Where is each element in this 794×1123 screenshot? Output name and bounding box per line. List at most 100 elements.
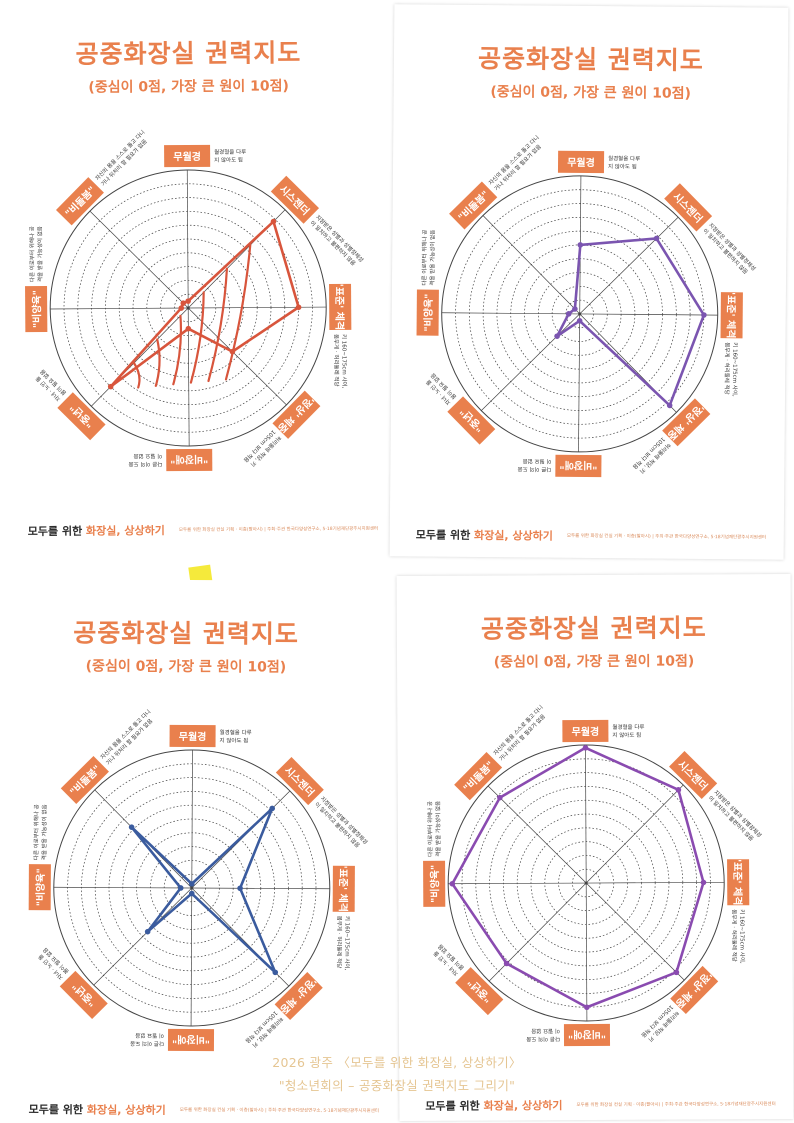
axis-label: '표준' 체격키 160~175cm 사이, 몸무게 · 허리둘레 적당 xyxy=(329,284,352,389)
axis-label-box xyxy=(167,1028,215,1052)
axis-spoke xyxy=(191,750,193,889)
axis-description: 자신의 몸을 스스로 돌고 다니 xyxy=(93,128,146,182)
axis-label-box xyxy=(270,175,320,224)
axis-description: 다른 이로부터 위해나 공 xyxy=(28,226,36,282)
axis-label-box xyxy=(563,1023,611,1047)
sheet-title: 공중화장실 권력지도 xyxy=(75,38,302,69)
axis-description: 월경혈을 다루 xyxy=(214,148,246,156)
credits: 모두를 위한 화장실 컨실 기획 · 이층(팔아시) | 주최·주관 한국다양성… xyxy=(566,533,767,541)
axis-label: "비양육" 다른 이로부터 위해나 공 격을 받을 가능성이 없음 xyxy=(28,804,51,911)
axis-label-text: '표준' 체격 xyxy=(731,859,744,905)
axis-description: 다른 이로부터 위해나 공 xyxy=(426,801,434,857)
data-area xyxy=(130,807,277,974)
axis-description: 다른 이의 도움 xyxy=(526,1035,560,1043)
axis-spoke xyxy=(487,785,587,884)
axis-description: 자신의 몸을 스스로 돌고 다니 xyxy=(491,703,544,757)
axis-label-box xyxy=(28,864,51,911)
data-point xyxy=(272,969,279,976)
center-point xyxy=(584,881,588,885)
axis-description: 이 필요 없음 xyxy=(531,1027,560,1035)
sheet-subtitle: (중심이 0점, 가장 큰 원이 10점) xyxy=(493,653,695,671)
axis-spoke xyxy=(191,887,330,890)
axis-description: 이 일치하고 불편하지 않음 xyxy=(707,794,756,843)
axis-description: 지정받은 성별과 성별정체성 xyxy=(314,213,365,264)
axis-label-text: "비양육" xyxy=(34,868,47,906)
axis-spoke xyxy=(482,215,580,315)
data-point xyxy=(188,890,195,897)
axis-spoke xyxy=(585,883,588,1022)
axis-label-text: "비장애" xyxy=(568,1028,606,1041)
data-point xyxy=(675,787,682,793)
axis-description: 키 160~175cm 사이, xyxy=(738,909,746,964)
axis-label-box xyxy=(727,859,750,906)
axis-label-box xyxy=(25,285,48,333)
axis-label-text: 무월경 xyxy=(179,730,207,743)
data-point xyxy=(577,242,584,248)
axis-label: 무월경 월경혈을 다루지 않아도 됨 xyxy=(169,724,252,748)
axis-label-text: 무월경 xyxy=(173,150,201,163)
center-point xyxy=(578,312,582,316)
axis-description: 몸무게 · 허리둘레 적당 xyxy=(723,342,731,395)
data-point xyxy=(584,1004,590,1011)
axis-spoke xyxy=(579,216,679,315)
axis-description: 키 160~175cm 사이, xyxy=(340,334,348,389)
axis-description: 월경혈을 다루 xyxy=(220,728,252,736)
data-point xyxy=(185,298,191,304)
axis-description: 격을 받을 가능성이 없음 xyxy=(434,801,442,857)
axis-label-box xyxy=(272,390,321,439)
axis-description: 이 필요 없음 xyxy=(523,457,552,465)
axis-description: 다른 이의 도움 xyxy=(128,460,162,468)
brand-logo: 모두를 위한 화장실, 상상하기 xyxy=(27,524,165,539)
watermark-line-1: 2026 광주 〈모두를 위한 화장실, 상상하기〉 xyxy=(272,1055,522,1070)
axis-label: "비양육" 다른 이로부터 위해나 공 격을 받을 가능성이 없음 xyxy=(25,226,48,333)
data-point xyxy=(177,885,184,891)
hatch-stroke xyxy=(132,361,141,389)
data-point xyxy=(582,745,589,751)
axis-spoke xyxy=(441,312,580,315)
axis-label-box xyxy=(669,751,718,800)
axis-label-box xyxy=(449,181,498,230)
sheet-footer: 모두를 위한 화장실, 상상하기 모두를 위한 화장실 컨실 기획 · 이층(팔… xyxy=(416,526,767,545)
axis-label: "비장애" 다른 이의 도움이 필요 없음 xyxy=(526,1023,611,1047)
sheet-footer: 모두를 위한 화장실, 상상하기 모두를 위한 화장실 컨실 기획 · 이층(팔… xyxy=(425,1096,775,1114)
axis-label-box xyxy=(662,398,711,447)
axis-label-box xyxy=(562,719,609,743)
hatch-stroke xyxy=(172,314,183,386)
axis-spoke xyxy=(50,307,189,310)
axis-label: "중년"자녀 · 노인 돌봄이 필요 없음 xyxy=(424,371,496,445)
axis-description: 거나 뒤처리 할 필요가 없음 xyxy=(492,143,542,193)
axis-label-box xyxy=(664,183,713,232)
center-point xyxy=(186,306,190,310)
axis-description: 지 않아도 됨 xyxy=(220,736,249,744)
data-point xyxy=(673,969,680,976)
sheet-footer: 모두를 위한 화장실, 상상하기 모두를 위한 화장실 컨실 기획 · 이층(팔… xyxy=(29,1101,379,1119)
axis-spoke xyxy=(186,170,189,309)
axis-label-text: "비양육" xyxy=(422,294,435,332)
data-point xyxy=(229,348,236,355)
axis-label: 무월경 월경혈을 다루지 않아도 됨 xyxy=(164,144,246,168)
axis-description: 이 일치하고 불편하지 않음 xyxy=(313,800,362,849)
axis-description: 이 필요 없음 xyxy=(133,452,162,460)
axis-label-box xyxy=(274,972,323,1021)
data-point xyxy=(572,306,578,312)
axis-spoke xyxy=(188,306,327,309)
axis-label: '표준' 체격키 160~175cm 사이, 몸무게 · 허리둘레 적당 xyxy=(727,859,750,964)
axis-description: 다른 이로부터 위해나 공 xyxy=(420,230,428,286)
axis-spoke xyxy=(448,882,587,885)
data-point xyxy=(576,318,583,324)
axis-description: 격을 받을 가능성이 없음 xyxy=(40,804,48,860)
axis-label: '표준' 체격키 160~175cm 사이, 몸무게 · 허리둘레 적당 xyxy=(332,866,355,971)
axis-label-text: '표준' 체격 xyxy=(333,284,346,330)
data-point xyxy=(653,235,660,242)
axis-description: 몸무게 · 허리둘레 적당 xyxy=(335,916,343,969)
axis-description: 지 않아도 됨 xyxy=(214,156,243,164)
power-map-sheet-3: 공중화장실 권력지도 (중심이 0점, 가장 큰 원이 10점) 무월경 월경혈을… xyxy=(2,579,379,1119)
data-point xyxy=(270,218,277,225)
axis-description: 월경혈을 다루 xyxy=(612,723,644,731)
sheet-title: 공중화장실 권력지도 xyxy=(480,613,707,644)
